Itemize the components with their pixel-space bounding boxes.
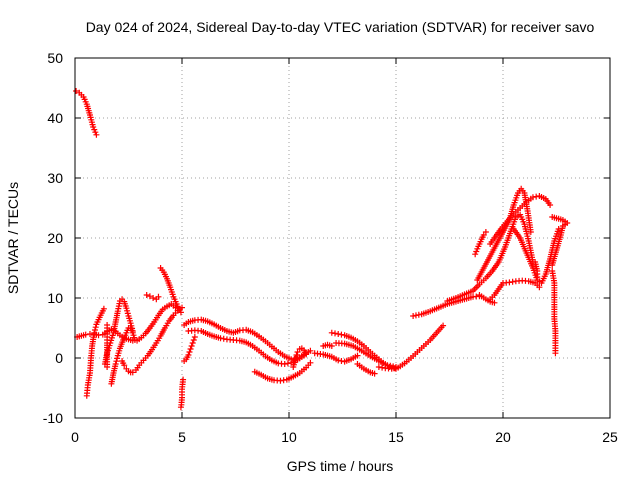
series-arc-w [444, 211, 536, 304]
series-arc-r [311, 350, 361, 365]
series-arc-af [476, 292, 498, 306]
plot-frame [74, 57, 611, 419]
data-point [146, 293, 153, 300]
series-arc-s [333, 340, 399, 370]
y-tick-label: -10 [43, 410, 63, 426]
data-point [474, 245, 481, 252]
data-point [114, 355, 121, 362]
data-point [187, 346, 194, 352]
data-point [473, 248, 480, 255]
y-tick-label: 50 [47, 50, 63, 66]
data-point [307, 347, 314, 354]
data-point [555, 226, 562, 232]
series-arc-v [410, 293, 483, 319]
y-axis-title: SDTVAR / TECUs [5, 182, 21, 294]
data-point [129, 369, 136, 376]
series-arc-m [181, 334, 198, 364]
series-arc-ac [532, 259, 541, 280]
data-point [177, 309, 184, 316]
data-point [104, 322, 111, 328]
series-arc-g [143, 292, 162, 303]
data-point [491, 299, 498, 306]
series-arc-p [320, 341, 335, 349]
series-arc-y [487, 193, 554, 247]
data-point [472, 251, 479, 258]
series-arc-n [251, 359, 314, 384]
data-point [307, 359, 314, 366]
series-arc-aa [472, 229, 489, 258]
series-arc-c [83, 305, 107, 399]
series-arc-i [104, 322, 111, 370]
data-point [175, 305, 182, 312]
data-point [303, 351, 310, 358]
data-point [186, 349, 193, 355]
data-point [121, 362, 128, 369]
data-point [440, 322, 447, 329]
data-point [92, 324, 99, 331]
series-arc-t [354, 361, 378, 377]
data-point [527, 229, 534, 235]
y-tick-labels: -10 0 10 20 30 40 50 [43, 50, 63, 426]
data-point [150, 295, 157, 301]
data-point [100, 305, 107, 312]
x-tick-label: 0 [71, 429, 79, 445]
data-point [91, 327, 98, 333]
data-point [293, 352, 300, 358]
series-arc-ad [549, 268, 559, 357]
data-point [328, 343, 335, 349]
data-point [547, 202, 554, 208]
series-arc-f [119, 304, 185, 376]
data-point [181, 358, 188, 364]
x-tick-label: 20 [495, 429, 511, 445]
data-point [354, 352, 361, 359]
data-point [292, 355, 299, 361]
x-tick-label: 10 [281, 429, 297, 445]
series-arc-ae [549, 214, 571, 268]
y-tick-label: 0 [55, 350, 63, 366]
data-point [93, 131, 100, 138]
x-axis-title: GPS time / hours [287, 458, 394, 474]
data-point [73, 88, 80, 94]
x-tick-label: 15 [388, 429, 404, 445]
data-point [190, 337, 197, 343]
x-tick-label: 5 [178, 429, 186, 445]
series-arc-h [157, 265, 184, 316]
data-point [191, 334, 198, 340]
data-point [131, 337, 138, 343]
data-point [534, 274, 541, 280]
data-point [549, 214, 556, 220]
data-point [536, 284, 543, 291]
y-tick-label: 30 [47, 170, 63, 186]
data-point [188, 343, 195, 349]
data-point [112, 361, 119, 367]
series-arc-j [177, 376, 187, 411]
series-arc-u [375, 322, 447, 372]
series-arc-z [487, 277, 543, 303]
data-points [73, 88, 571, 411]
series-arc-l [185, 327, 307, 367]
data-point [155, 293, 162, 300]
series-arc-o [290, 345, 310, 370]
data-point [189, 340, 196, 346]
y-tick-label: 40 [47, 110, 63, 126]
data-point [177, 404, 184, 411]
series-arc-a [73, 88, 100, 138]
y-tick-label: 10 [47, 290, 63, 306]
data-point [143, 292, 150, 298]
chart-title: Day 024 of 2024, Sidereal Day-to-day VTE… [86, 19, 595, 35]
series-arc-e [108, 325, 138, 387]
x-tick-labels: 0 5 10 15 20 25 [71, 429, 618, 445]
data-point [91, 329, 98, 336]
y-tick-label: 20 [47, 230, 63, 246]
data-point [552, 350, 559, 357]
data-point [113, 358, 120, 365]
data-point [179, 304, 185, 311]
x-tick-label: 25 [602, 429, 618, 445]
data-point [371, 370, 378, 377]
